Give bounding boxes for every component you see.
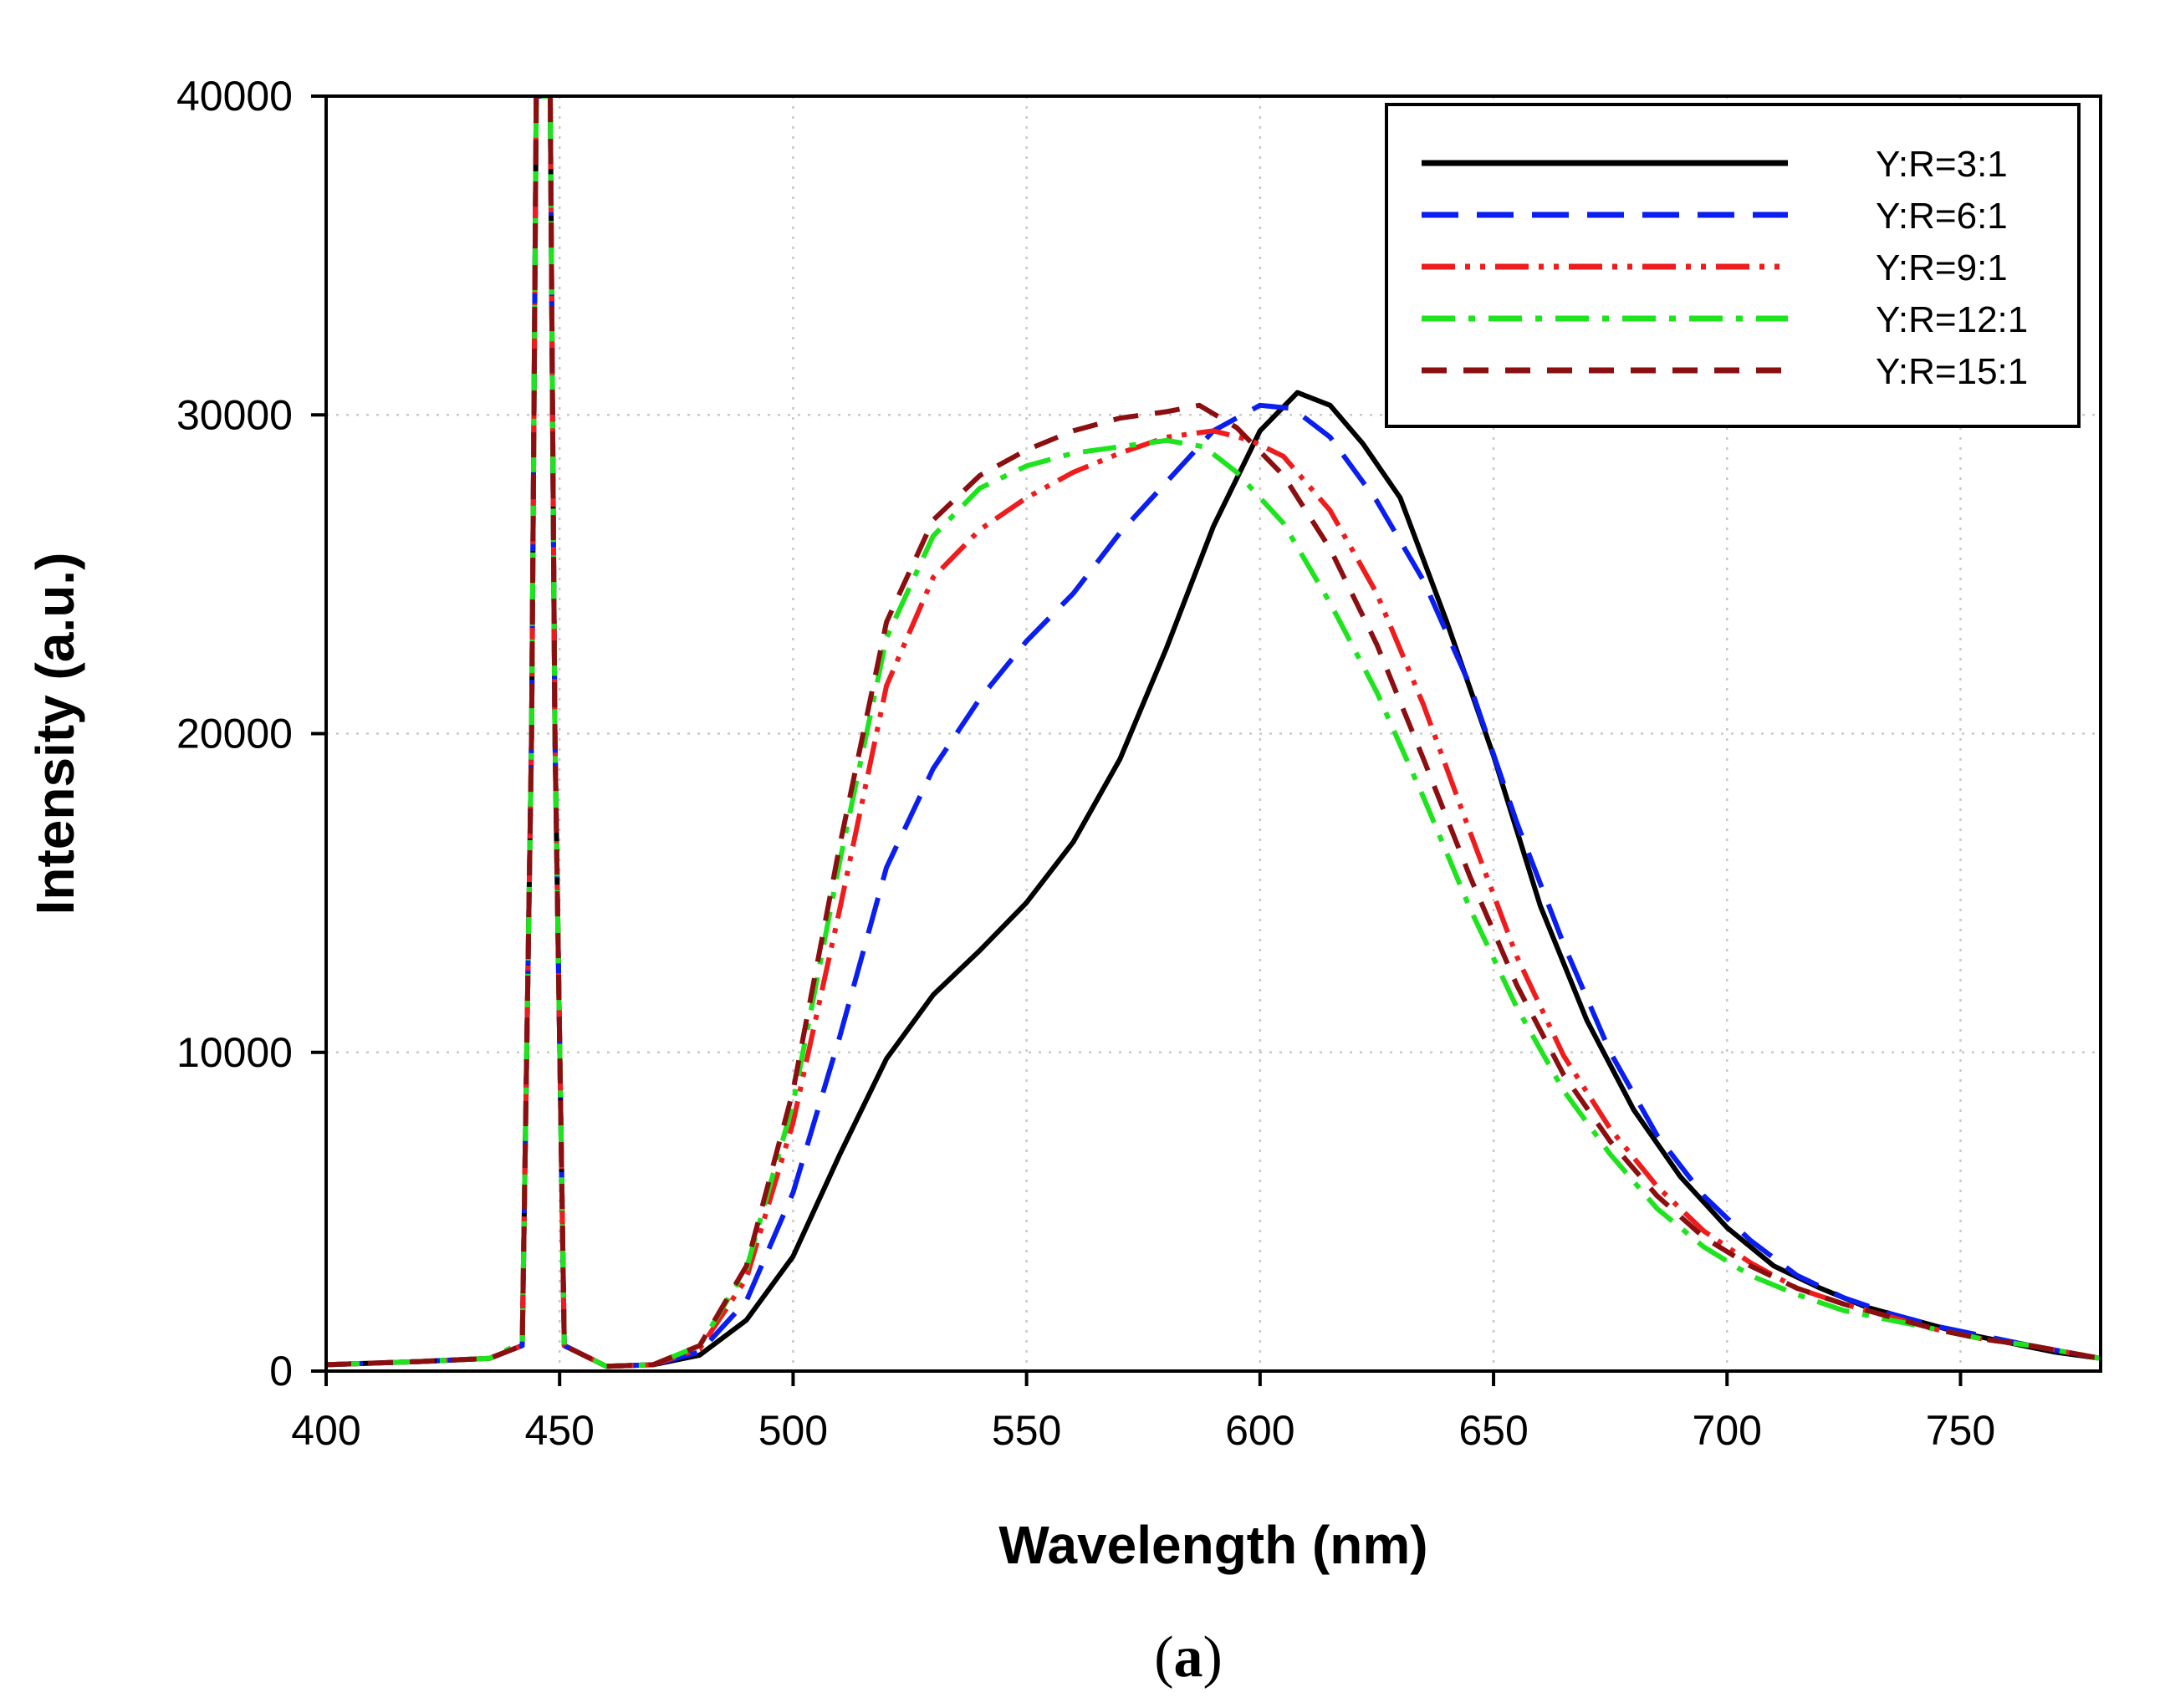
- panel-label-letter: a: [1174, 1625, 1203, 1690]
- y-tick-label: 0: [269, 1348, 293, 1394]
- legend-label: Y:R=3:1: [1876, 144, 2008, 185]
- x-tick-label: 750: [1926, 1407, 1995, 1454]
- y-tick-label: 30000: [176, 391, 293, 438]
- x-tick-label: 600: [1225, 1407, 1294, 1454]
- x-tick-label: 450: [524, 1407, 594, 1454]
- series-line-1: [326, 96, 2101, 1369]
- series-line-4: [326, 96, 2101, 1369]
- x-tick-label: 550: [992, 1407, 1061, 1454]
- legend-label: Y:R=9:1: [1876, 247, 2008, 288]
- axis-ticks: 400 450 500 550 600 650 700 750 0 10000 20000 30000…: [176, 73, 1995, 1454]
- legend: Y:R=3:1 Y:R=6:1 Y:R=9:1 Y:R=12:1 Y:R=15:1: [1385, 103, 2081, 428]
- y-tick-label: 10000: [176, 1029, 293, 1076]
- x-tick-label: 500: [758, 1407, 828, 1454]
- legend-label: Y:R=6:1: [1876, 196, 2008, 237]
- x-tick-label: 400: [291, 1407, 360, 1454]
- legend-label: Y:R=12:1: [1876, 299, 2028, 340]
- x-tick-label: 650: [1458, 1407, 1528, 1454]
- series-layer: [326, 96, 2101, 1369]
- x-axis-title: Wavelength (nm): [998, 1515, 1427, 1575]
- series-line-5: [326, 96, 2101, 1369]
- y-tick-label: 40000: [176, 73, 293, 120]
- y-axis-title: Intensity (a.u.): [25, 553, 85, 915]
- y-tick-label: 20000: [176, 711, 293, 757]
- x-tick-label: 700: [1693, 1407, 1762, 1454]
- legend-label: Y:R=15:1: [1876, 351, 2028, 392]
- panel-label: (a): [1154, 1625, 1223, 1690]
